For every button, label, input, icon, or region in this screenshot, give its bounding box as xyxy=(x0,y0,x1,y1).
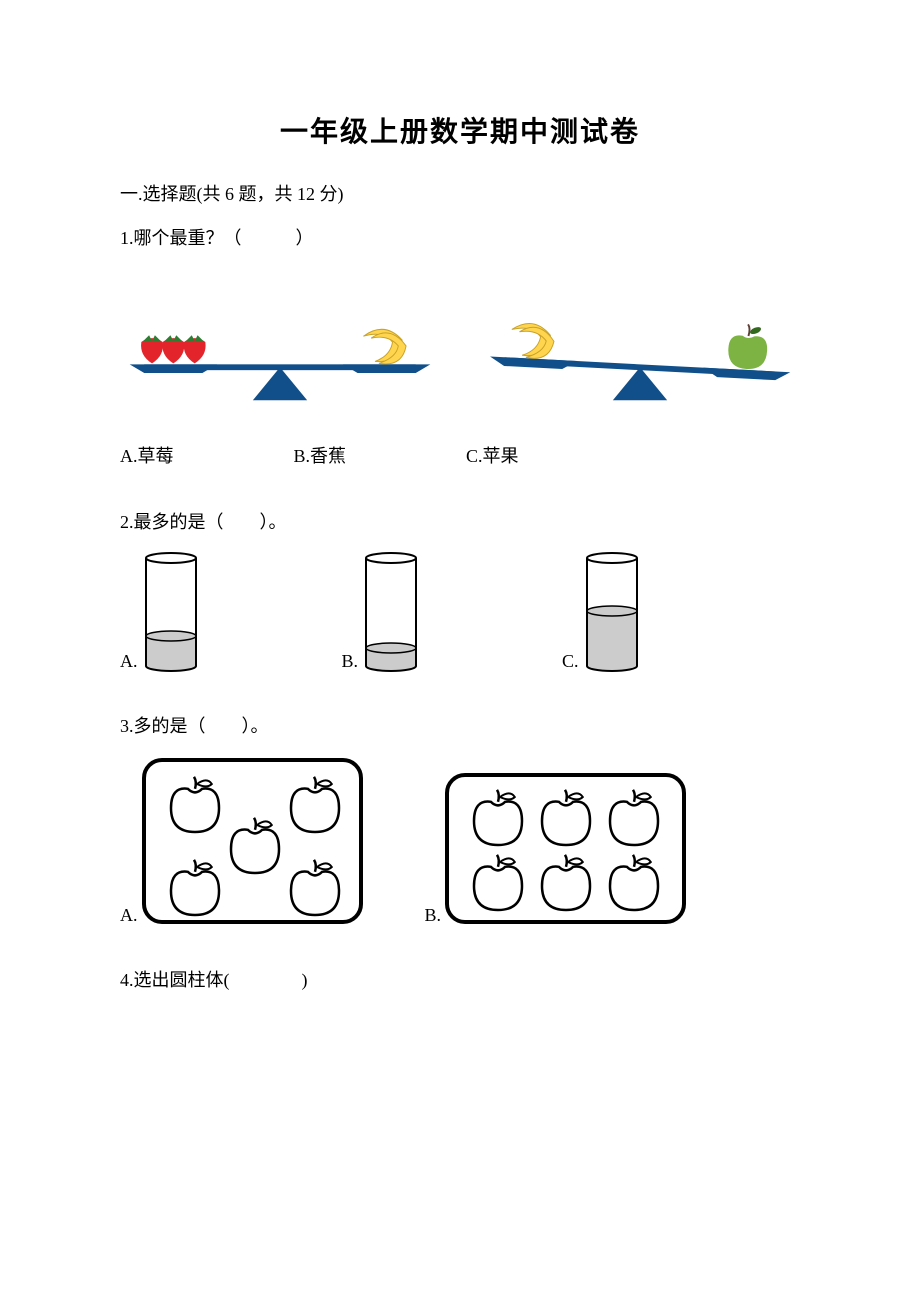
q1-scale-2 xyxy=(480,268,800,418)
q2-option-b: B. xyxy=(342,552,423,672)
q2-option-c-label: C. xyxy=(562,651,579,672)
section-1-heading: 一.选择题(共 6 题，共 12 分) xyxy=(120,180,800,206)
q2-cup-b xyxy=(360,552,422,672)
q3-option-b-label: B. xyxy=(425,905,442,926)
page-title: 一年级上册数学期中测试卷 xyxy=(120,110,800,150)
q1-scale-1 xyxy=(120,268,440,418)
q3-options: A. B. xyxy=(120,756,800,926)
q2-option-c: C. xyxy=(562,552,643,672)
q1-option-b: B.香蕉 xyxy=(294,442,347,468)
q2-option-a: A. xyxy=(120,552,202,672)
q1-options: A.草莓 B.香蕉 C.苹果 xyxy=(120,442,800,468)
q3-box-a xyxy=(140,756,365,926)
q3-text: 3.多的是（ ）。 xyxy=(120,712,800,738)
q2-options: A. B. C. xyxy=(120,552,800,672)
q3-option-b: B. xyxy=(425,771,689,926)
q2-cup-a xyxy=(140,552,202,672)
q4-text: 4.选出圆柱体( ) xyxy=(120,966,800,992)
q3-option-a: A. xyxy=(120,756,365,926)
q1-text: 1.哪个最重？（ ） xyxy=(120,224,800,250)
q3-option-a-label: A. xyxy=(120,905,138,926)
q2-option-b-label: B. xyxy=(342,651,359,672)
q1-figure-row xyxy=(120,268,800,418)
q1-option-c: C.苹果 xyxy=(466,442,519,468)
page: 一年级上册数学期中测试卷 一.选择题(共 6 题，共 12 分) 1.哪个最重？… xyxy=(0,0,920,1070)
q2-cup-c xyxy=(581,552,643,672)
q2-text: 2.最多的是（ ）。 xyxy=(120,508,800,534)
q3-box-b xyxy=(443,771,688,926)
q2-option-a-label: A. xyxy=(120,651,138,672)
q1-option-a: A.草莓 xyxy=(120,442,174,468)
